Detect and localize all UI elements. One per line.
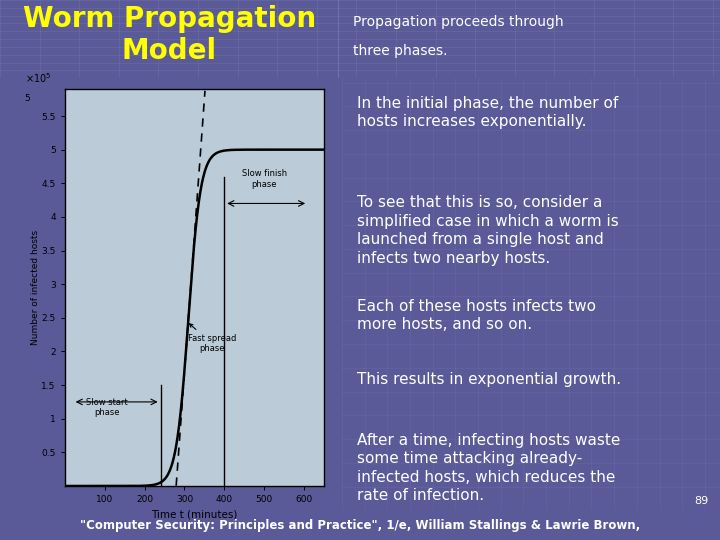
Text: $\times 10^5$: $\times 10^5$: [24, 71, 51, 85]
Text: To see that this is so, consider a
simplified case in which a worm is
launched f: To see that this is so, consider a simpl…: [357, 195, 619, 266]
Text: Slow start
phase: Slow start phase: [86, 398, 127, 417]
Text: This results in exponential growth.: This results in exponential growth.: [357, 372, 621, 387]
Text: Fast spread
phase: Fast spread phase: [188, 324, 237, 354]
Text: Propagation proceeds through: Propagation proceeds through: [353, 15, 564, 29]
X-axis label: Time t (minutes): Time t (minutes): [151, 510, 238, 519]
Y-axis label: Number of infected hosts: Number of infected hosts: [31, 230, 40, 345]
Text: 5: 5: [24, 94, 30, 103]
Text: After a time, infecting hosts waste
some time attacking already-
infected hosts,: After a time, infecting hosts waste some…: [357, 433, 621, 503]
Text: In the initial phase, the number of
hosts increases exponentially.: In the initial phase, the number of host…: [357, 96, 618, 129]
Text: Slow finish
phase: Slow finish phase: [242, 169, 287, 188]
Text: three phases.: three phases.: [353, 44, 447, 58]
Text: "Computer Security: Principles and Practice", 1/e, William Stallings & Lawrie Br: "Computer Security: Principles and Pract…: [80, 518, 640, 532]
Text: 89: 89: [694, 496, 708, 506]
Text: Worm Propagation
Model: Worm Propagation Model: [22, 5, 316, 65]
Text: Each of these hosts infects two
more hosts, and so on.: Each of these hosts infects two more hos…: [357, 299, 596, 332]
